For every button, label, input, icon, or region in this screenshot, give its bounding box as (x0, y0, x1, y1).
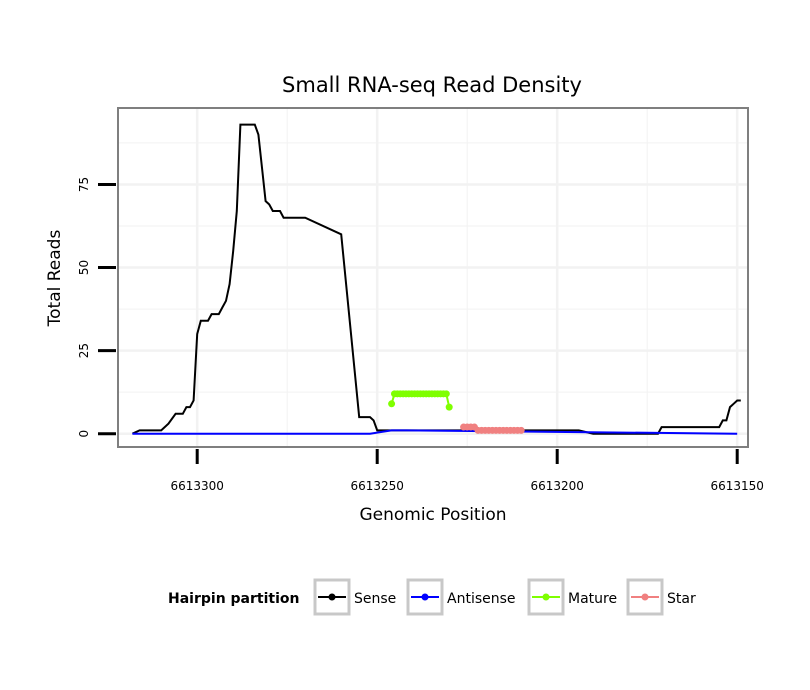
y-tick-label: 75 (77, 177, 91, 192)
legend-title: Hairpin partition (168, 591, 299, 607)
legend-label: Sense (354, 591, 396, 607)
legend-item-antisense: Antisense (406, 578, 516, 616)
series-line-sense (131, 123, 741, 435)
x-tick-label: 6613200 (530, 479, 583, 493)
panel-border (117, 107, 749, 448)
legend-item-mature: Mature (527, 578, 617, 616)
y-tick-label: 50 (77, 260, 91, 275)
legend-label: Mature (568, 591, 617, 607)
y-axis: 0 25 50 75 (77, 177, 116, 438)
x-tick-label: 6613250 (350, 479, 403, 493)
legend-key-point (641, 593, 649, 601)
legend-key-point (421, 593, 429, 601)
series-star (460, 423, 525, 434)
legend-item-star: Star (626, 578, 696, 616)
data-point-mature (388, 400, 396, 408)
data-point-star (517, 426, 525, 434)
y-axis-title: Total Reads (45, 230, 65, 328)
series-mature (388, 390, 453, 411)
x-tick-label: 6613300 (170, 479, 223, 493)
x-axis: 6613300 6613250 6613200 6613150 (170, 449, 764, 493)
series-layer (131, 123, 741, 435)
legend-key-point (328, 593, 336, 601)
x-axis-title: Genomic Position (359, 505, 506, 525)
legend-key-point (542, 593, 550, 601)
legend-label: Antisense (447, 591, 516, 607)
y-tick-label: 0 (77, 430, 91, 438)
legend-label: Star (667, 591, 696, 607)
legend: Hairpin partition Sense Antisense Mature St… (168, 578, 696, 616)
chart-title: Small RNA-seq Read Density (282, 73, 582, 97)
series-sense (131, 123, 741, 435)
legend-item-sense: Sense (313, 578, 396, 616)
x-tick-label: 6613150 (710, 479, 763, 493)
data-point-mature (445, 403, 453, 411)
data-point-mature (442, 390, 450, 398)
y-tick-label: 25 (77, 343, 91, 358)
